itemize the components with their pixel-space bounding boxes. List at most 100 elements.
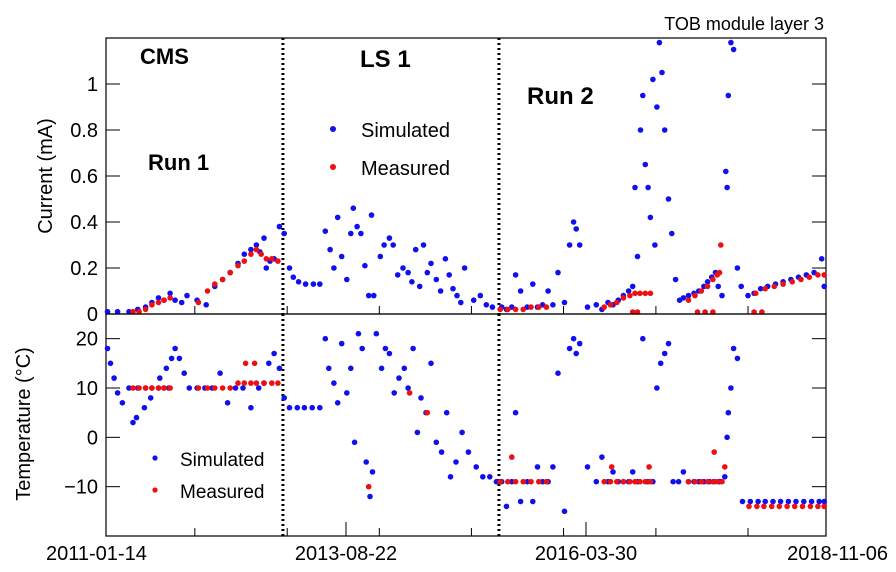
current-simulated-point: [625, 288, 632, 294]
temperature-simulated-point: [224, 400, 231, 406]
current-legend-simulated-marker: [330, 126, 336, 132]
current-simulated-point: [645, 184, 651, 191]
current-measured-point: [149, 302, 155, 308]
current-simulated-point: [358, 230, 364, 237]
current-legend: Simulated Measured: [330, 120, 450, 180]
temperature-simulated-point: [369, 469, 376, 475]
temperature-measured-point: [714, 478, 720, 485]
temperature-simulated-point: [111, 375, 117, 381]
current-simulated-point: [512, 272, 519, 278]
temperature-simulated-point: [232, 385, 239, 391]
current-measured-point: [505, 306, 511, 313]
current-simulated-point: [428, 260, 434, 267]
current-y-tick-label: 0.8: [70, 120, 98, 142]
temperature-simulated-point: [610, 469, 616, 475]
temperature-simulated-point: [725, 409, 732, 416]
temperature-measured-point: [614, 478, 620, 485]
temperature-measured-point: [710, 478, 716, 485]
current-simulated-point: [672, 276, 679, 283]
temperature-measured-point: [607, 478, 614, 485]
current-panel: 0 0.2 0.4 0.6 0.8 1 Current (mA) CMS LS 1 Run…: [35, 37, 827, 326]
current-measured-point: [806, 274, 813, 281]
current-simulated-point: [420, 242, 427, 248]
temperature-simulated-point: [480, 474, 486, 480]
current-simulated-point: [458, 299, 464, 306]
current-measured-point: [167, 295, 173, 301]
current-simulated-point: [263, 265, 270, 271]
current-simulated-point: [680, 295, 687, 301]
temperature-measured-point: [241, 380, 248, 386]
current-simulated-point: [637, 127, 644, 133]
temperature-measured-point: [698, 478, 705, 485]
current-simulated-point: [354, 223, 360, 230]
current-simulated-point: [317, 281, 323, 287]
current-measured-point: [263, 255, 270, 262]
current-simulated-point: [573, 226, 579, 232]
current-simulated-point: [365, 292, 372, 299]
temperature-simulated-point: [770, 498, 776, 505]
current-measured-point: [155, 299, 162, 306]
current-measured-point: [642, 290, 649, 297]
temperature-measured-point: [248, 380, 254, 386]
temperature-legend-measured-marker: [152, 487, 158, 493]
temperature-simulated-point: [240, 385, 246, 391]
current-measured-point: [762, 285, 768, 292]
current-measured-point: [212, 281, 218, 287]
temperature-simulated-point: [724, 434, 730, 441]
current-measured-point: [227, 269, 233, 276]
temperature-simulated-point: [322, 335, 329, 342]
temperature-simulated-point: [168, 355, 175, 362]
current-simulated-point: [450, 285, 456, 292]
temperature-simulated-point: [181, 370, 187, 377]
temperature-measured-point: [149, 385, 155, 391]
current-simulated-point: [650, 76, 656, 83]
temperature-measured-point: [784, 503, 790, 510]
temperature-simulated-point: [172, 345, 178, 352]
current-legend-measured-marker: [330, 164, 336, 170]
figure-label: TOB module layer 3: [664, 14, 824, 34]
temperature-measured-point: [646, 464, 652, 470]
current-y-axis-label: Current (mA): [35, 118, 57, 234]
temperature-simulated-point: [675, 478, 682, 485]
current-simulated-point: [454, 292, 460, 299]
current-simulated-point: [656, 39, 663, 46]
current-measured-point: [798, 276, 804, 283]
current-simulated-point: [661, 127, 668, 133]
temperature-simulated-point: [378, 365, 385, 372]
current-simulated-point: [400, 265, 406, 271]
current-simulated-point: [362, 262, 368, 269]
ls1-label: LS 1: [360, 46, 411, 73]
current-simulated-point: [276, 223, 283, 230]
temperature-measured-point: [543, 478, 550, 485]
temperature-simulated-point: [747, 498, 754, 505]
current-simulated-point: [723, 168, 729, 175]
current-simulated-point: [724, 184, 730, 191]
current-simulated-point: [178, 299, 185, 306]
current-measured-point: [821, 272, 827, 278]
temperature-measured-point: [195, 385, 202, 391]
x-tick-label: 2013-08-22: [295, 543, 397, 565]
temperature-measured-point: [242, 360, 249, 367]
temperature-measured-point: [719, 478, 725, 485]
temperature-measured-point: [776, 503, 783, 510]
current-measured-point: [241, 258, 248, 264]
current-simulated-point: [338, 253, 345, 260]
temperature-simulated-point: [793, 498, 799, 505]
current-simulated-point: [310, 281, 317, 287]
temperature-simulated-point: [534, 464, 541, 470]
temperature-simulated-point: [382, 345, 389, 352]
temperature-simulated-point: [821, 498, 827, 505]
current-simulated-point: [715, 283, 721, 290]
temperature-measured-point: [424, 409, 431, 416]
current-simulated-point: [685, 292, 692, 299]
temperature-simulated-point: [410, 345, 416, 352]
temperature-simulated-point: [730, 345, 737, 352]
temperature-simulated-point: [428, 360, 434, 367]
run1-label: Run 1: [148, 150, 209, 175]
temperature-simulated-point: [661, 350, 668, 357]
temperature-simulated-point: [317, 404, 323, 411]
temperature-simulated-point: [348, 365, 354, 372]
temperature-measured-point: [509, 454, 515, 460]
temperature-measured-point: [754, 503, 760, 510]
temperature-simulated-point: [355, 330, 362, 337]
